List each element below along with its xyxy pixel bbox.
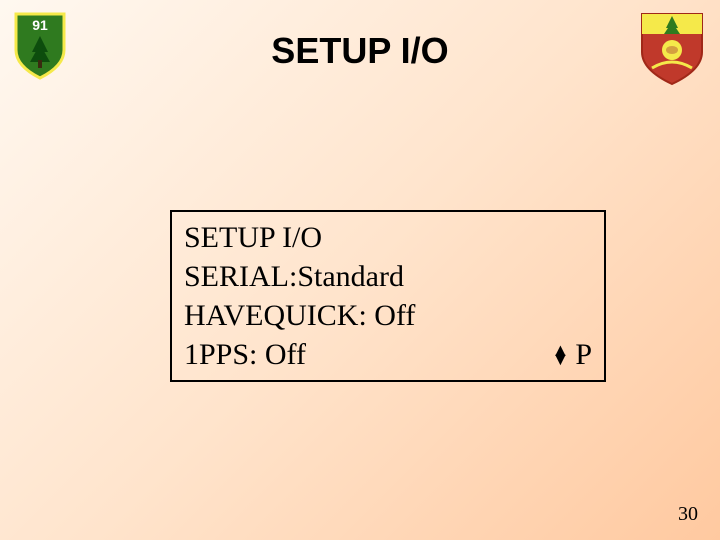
scroll-indicator: ▲▼ P xyxy=(551,335,592,374)
display-line-3: HAVEQUICK: Off xyxy=(184,296,592,335)
display-line-2: SERIAL:Standard xyxy=(184,257,592,296)
slide-title: SETUP I/O xyxy=(271,30,448,72)
slide-header: 91 SETUP I/O xyxy=(0,0,720,120)
up-down-arrows-icon: ▲▼ xyxy=(551,346,569,364)
lcd-display-panel: SETUP I/O SERIAL:Standard HAVEQUICK: Off… xyxy=(170,210,606,382)
unit-badge-left: 91 xyxy=(12,10,68,80)
badge-number: 91 xyxy=(32,17,48,33)
display-line-4: 1PPS: Off xyxy=(184,335,306,374)
unit-badge-right xyxy=(636,8,708,88)
page-indicator-letter: P xyxy=(575,335,592,374)
display-line-1: SETUP I/O xyxy=(184,218,592,257)
display-line-4-row: 1PPS: Off ▲▼ P xyxy=(184,335,592,374)
slide-number: 30 xyxy=(678,503,698,526)
